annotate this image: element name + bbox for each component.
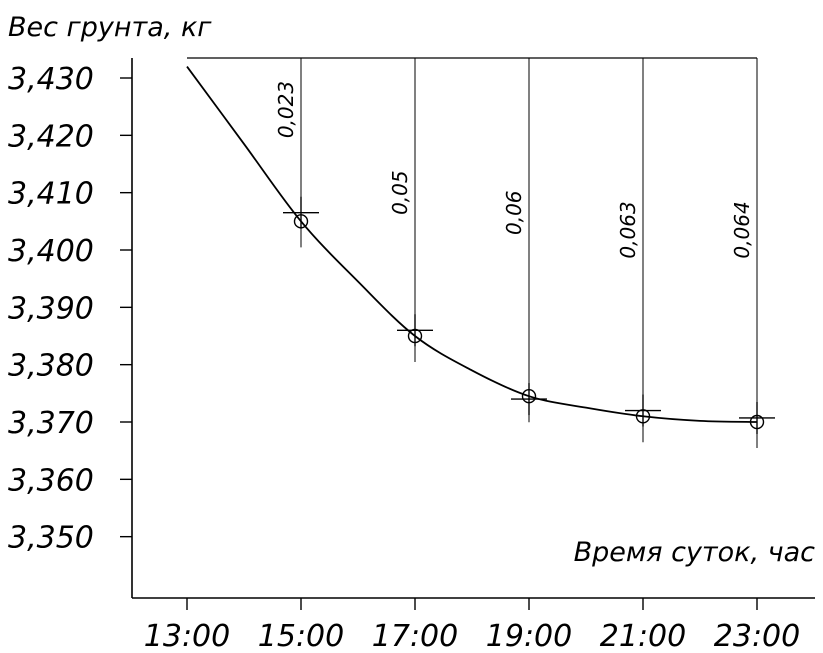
series-line (186, 65, 758, 423)
x-tick-label: 15:00 (258, 619, 344, 653)
y-tick-labels: 3,430 3,420 3,410 3,400 3,390 3,380 3,370 3,360… (8, 62, 132, 556)
y-axis-title: Вес грунта, кг (8, 12, 212, 43)
annotation-label: 0,063 (616, 201, 640, 258)
x-axis-title: Время суток, час (574, 537, 816, 568)
annotation-label: 0,06 (502, 190, 526, 235)
x-tick-label: 19:00 (486, 619, 572, 653)
annotation-label: 0,023 (274, 81, 298, 138)
x-tick-label: 21:00 (600, 619, 686, 653)
data-markers (283, 196, 775, 434)
annotation-label: 0,05 (388, 170, 412, 215)
y-tick-label: 3,420 (8, 119, 94, 154)
y-tick-label: 3,370 (8, 406, 94, 441)
x-tick-label: 13:00 (144, 619, 230, 653)
curve-layer (186, 65, 758, 423)
annotation-label: 0,064 (730, 201, 754, 258)
y-tick-label: 3,410 (8, 177, 94, 212)
x-tick-label: 17:00 (372, 619, 458, 653)
y-tick-label: 3,380 (8, 349, 94, 384)
axes (131, 57, 815, 599)
y-tick-label: 3,430 (8, 62, 94, 97)
y-tick-label: 3,390 (8, 291, 94, 326)
y-tick-label: 3,350 (8, 521, 94, 556)
y-tick-label: 3,400 (8, 234, 94, 269)
annotation-labels: 0,023 0,05 0,06 0,063 0,064 (274, 81, 754, 259)
y-tick-label: 3,360 (8, 463, 94, 498)
x-tick-label: 23:00 (714, 619, 800, 653)
x-tick-labels: 13:00 15:00 17:00 19:00 21:00 23:00 (144, 598, 800, 653)
